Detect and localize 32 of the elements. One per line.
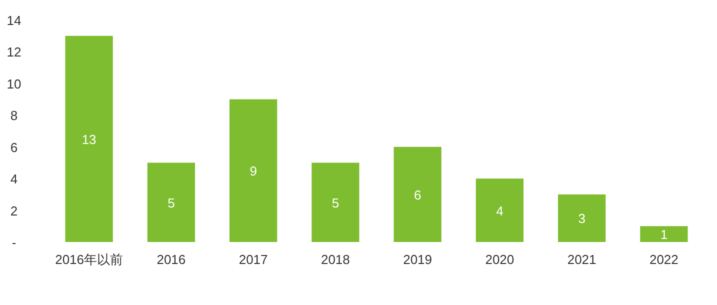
- bar: [394, 146, 442, 242]
- bar: [65, 36, 113, 242]
- bar: [147, 162, 196, 242]
- x-tick-label: 2019: [403, 252, 432, 267]
- data-label: 4: [496, 203, 504, 218]
- data-label: 3: [578, 211, 586, 226]
- bar: [476, 178, 524, 242]
- bar: [558, 194, 606, 242]
- y-tick-label: -: [12, 235, 16, 250]
- data-label: 9: [250, 164, 257, 179]
- data-label: 5: [168, 195, 175, 210]
- data-label: 1: [660, 227, 668, 242]
- y-tick-label: 8: [10, 108, 18, 124]
- data-label: 5: [332, 195, 340, 210]
- data-label: 13: [82, 132, 96, 147]
- x-tick-label: 2021: [567, 252, 596, 267]
- y-tick-label: 2: [10, 203, 18, 218]
- x-tick-label: 2018: [320, 252, 350, 267]
- data-label: 6: [414, 187, 422, 202]
- x-tick-label: 2016: [156, 252, 186, 267]
- bar: [229, 99, 278, 242]
- y-tick-label: 6: [10, 140, 18, 155]
- bar: [640, 226, 688, 242]
- x-tick-label: 2017: [238, 252, 268, 267]
- y-tick-label: 4: [10, 172, 18, 187]
- x-tick-label: 2022: [649, 252, 678, 267]
- y-tick-label: 10: [6, 76, 22, 92]
- x-tick-label: 2020: [485, 252, 514, 267]
- x-tick-label: 2016年以前: [55, 252, 124, 267]
- y-tick-label: 14: [6, 13, 22, 28]
- y-tick-label: 12: [6, 44, 22, 60]
- bar: [312, 162, 360, 242]
